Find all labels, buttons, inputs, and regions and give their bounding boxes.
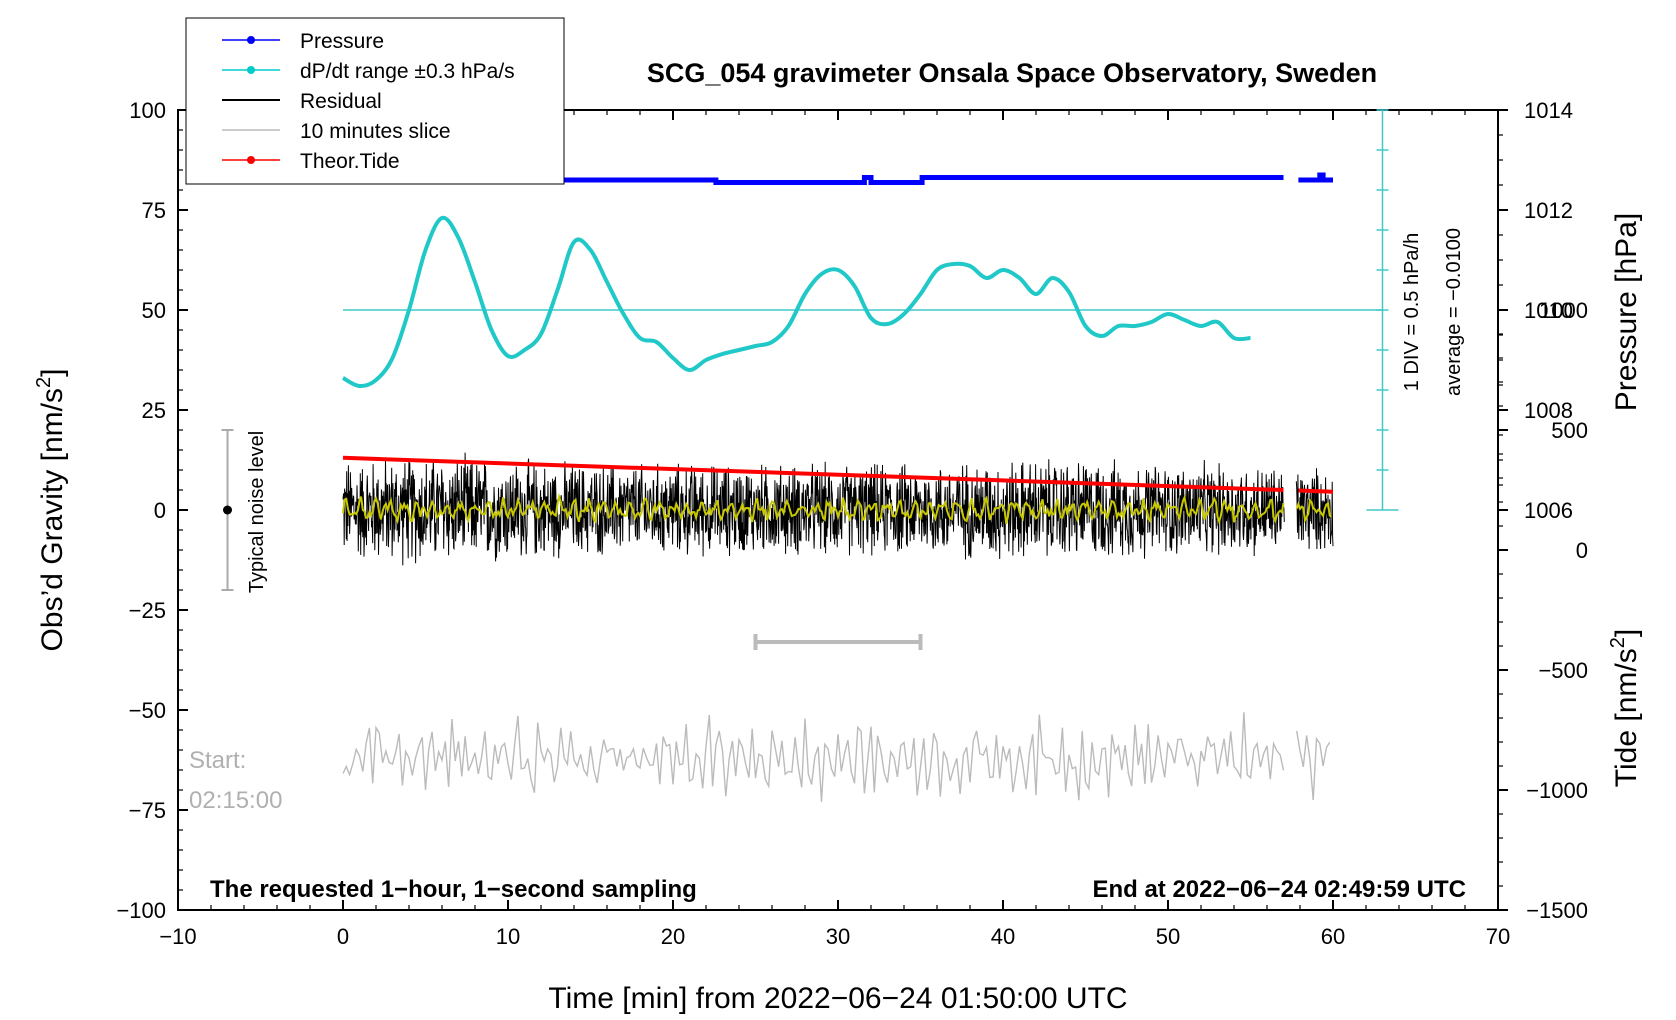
scale-label-average: average = −0.0100 [1443,228,1465,396]
y-tick-label: 50 [142,298,166,323]
pressure-tick-label: 1008 [1524,398,1573,423]
residual-smooth-line [342,492,1333,526]
legend: Pressure dP/dt range ±0.3 hPa/s Residual 10… [185,17,565,185]
x-tick-label: 70 [1486,924,1510,949]
y-tick-label: 75 [142,198,166,223]
pressure-line [1298,172,1333,183]
pressure-axis-ticks: 1014 1012 1010 1008 1006 [1498,98,1573,523]
legend-marker [247,66,255,74]
pressure-tick-label: 1006 [1524,498,1573,523]
scale-label-div: 1 DIV = 0.5 hPa/h [1401,233,1423,391]
x-tick-label: 40 [991,924,1015,949]
tide-tick-label: 1000 [1539,298,1588,323]
footer-left-note: The requested 1−hour, 1−second sampling [210,876,697,903]
x-tick-label: 0 [337,924,349,949]
y-axis-ticks: 100 75 50 25 0 −25 −50 −75 −100 [116,98,188,923]
legend-label: dP/dt range ±0.3 hPa/s [300,60,515,83]
tide-line [342,455,1284,492]
tide-tick-label: −500 [1538,658,1588,683]
y-tick-label: −100 [116,898,166,923]
chart-title: SCG_054 gravimeter Onsala Space Observat… [647,58,1377,88]
dpdt-line [342,215,1251,389]
legend-marker [247,36,255,44]
y-tick-label: −25 [129,598,166,623]
residual-line [342,452,1334,566]
y-tick-label: −50 [129,698,166,723]
tide-axis-title: Tide [nm/s2] [1607,629,1643,787]
x-tick-label: 20 [661,924,685,949]
x-tick-label: 30 [826,924,850,949]
y-tick-label: 25 [142,398,166,423]
tide-tick-label: 0 [1576,538,1588,563]
x-tick-label: 60 [1321,924,1345,949]
x-axis-title: Time [min] from 2022−06−24 01:50:00 UTC [548,982,1127,1015]
y-tick-label: −75 [129,798,166,823]
tide-tick-label: −1000 [1526,778,1588,803]
legend-label: 10 minutes slice [300,120,451,143]
series-layer [221,109,1399,802]
noise-bar-center [223,505,232,515]
pressure-tick-label: 1010 [1524,298,1573,323]
legend-label: Theor.Tide [300,150,400,173]
x-axis-ticks: −10 0 10 20 30 40 50 60 70 [159,110,1510,949]
x-tick-label: 10 [496,924,520,949]
tide-tick-label: −1500 [1526,898,1588,923]
legend-marker [247,156,255,164]
pressure-axis-title: Pressure [hPa] [1610,213,1643,411]
legend-label: Pressure [300,30,384,53]
start-time: 02:15:00 [189,787,282,814]
legend-label: Residual [300,90,382,113]
x-tick-label: 50 [1156,924,1180,949]
x-tick-label: −10 [159,924,196,949]
start-label: Start: [189,747,246,774]
tide-axis-ticks: 1000 500 0 −500 −1000 −1500 [1498,298,1588,923]
noise-level-label: Typical noise level [246,431,268,593]
y-tick-label: 0 [154,498,166,523]
y-axis-title: Obs’d Gravity [nm/s2] [33,369,69,652]
tide-line [1298,488,1334,494]
y-tick-label: 100 [129,98,166,123]
pressure-tick-label: 1012 [1524,198,1573,223]
pressure-tick-label: 1014 [1524,98,1573,123]
footer-right-note: End at 2022−06−24 02:49:59 UTC [1092,876,1466,903]
tide-tick-label: 500 [1551,418,1588,443]
slice-line [342,712,1331,802]
